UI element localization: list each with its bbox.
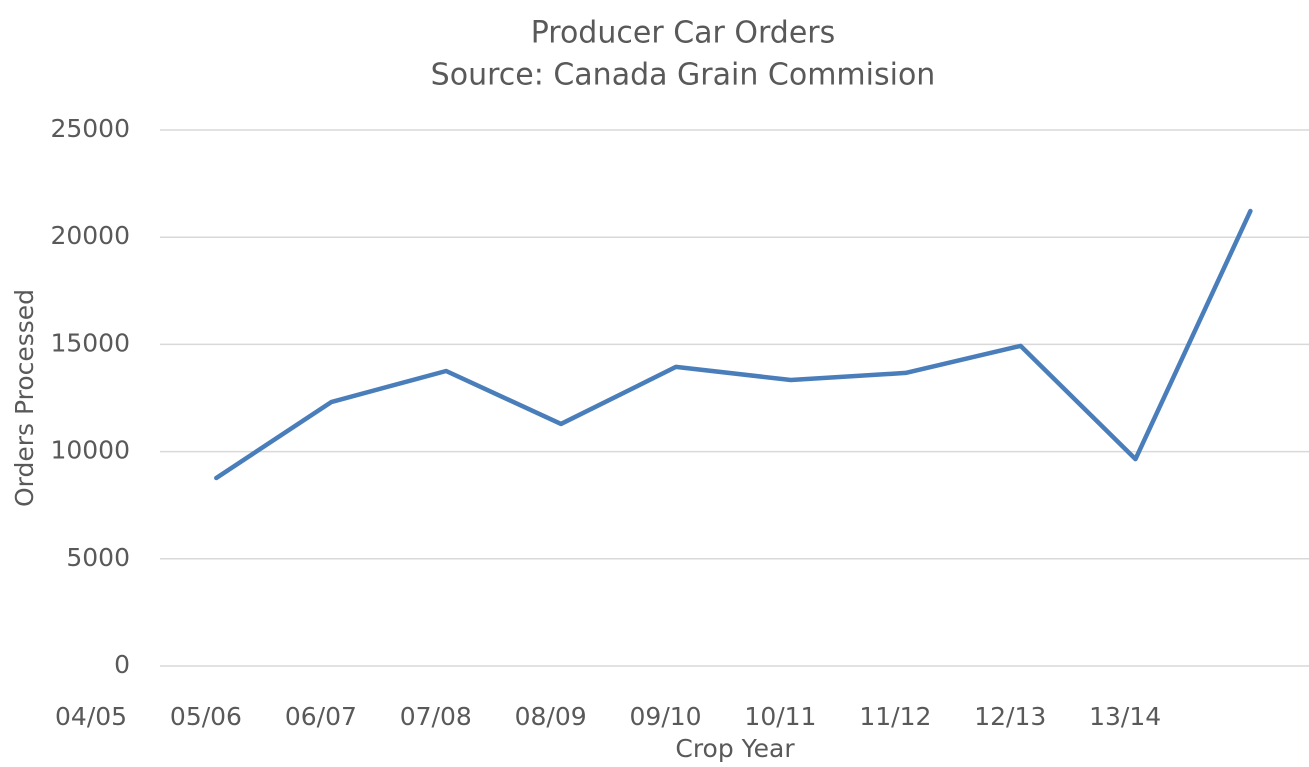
x-axis-label: Crop Year (675, 734, 795, 763)
x-tick-label: 13/14 (1089, 702, 1161, 731)
chart-subtitle: Source: Canada Grain Commision (431, 58, 936, 93)
y-tick-label: 10000 (50, 436, 130, 465)
x-tick-label: 12/13 (974, 702, 1046, 731)
x-tick-label: 10/11 (744, 702, 816, 731)
x-tick-label: 09/10 (630, 702, 702, 731)
x-tick-label: 04/05 (55, 702, 127, 731)
y-tick-label: 15000 (50, 328, 130, 357)
x-tick-label: 07/08 (400, 702, 472, 731)
x-tick-label: 06/07 (285, 702, 357, 731)
y-tick-label: 0 (114, 650, 130, 679)
x-tick-label: 11/12 (859, 702, 931, 731)
y-axis-label: Orders Processed (10, 289, 39, 507)
y-tick-label: 25000 (50, 114, 130, 143)
y-tick-label: 5000 (66, 543, 130, 572)
y-tick-label: 20000 (50, 221, 130, 250)
chart-title: Producer Car Orders (531, 16, 836, 51)
x-tick-label: 08/09 (515, 702, 587, 731)
data-line (214, 208, 1253, 481)
x-tick-label: 05/06 (170, 702, 242, 731)
